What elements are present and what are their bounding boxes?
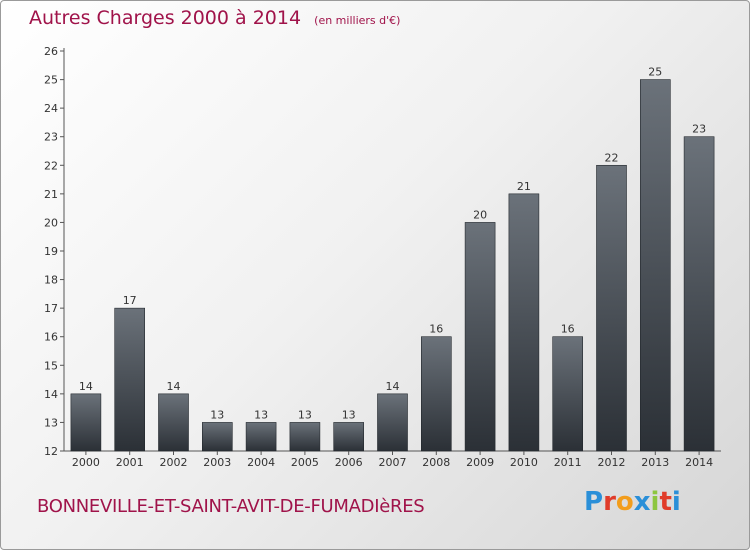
proxiti-logo: Proxiti [584,487,681,517]
data-label-2000: 14 [79,380,93,393]
y-tick-label: 22 [44,159,58,172]
logo-letter: x [633,487,651,517]
data-label-2013: 25 [648,66,662,79]
x-tick-label-2007: 2007 [379,456,407,469]
bar-2014 [683,136,715,452]
data-label-2014: 23 [692,123,706,136]
logo-letter: i [671,487,681,517]
bar-2005 [289,422,321,452]
bar-2000 [70,393,102,452]
logo-letter: o [615,487,634,517]
y-tick-label: 19 [44,245,58,258]
bar-2002 [158,393,189,452]
x-tick-label-2010: 2010 [510,456,538,469]
y-tick-label: 18 [44,274,58,287]
bar-2012 [596,164,627,452]
data-label-2007: 14 [386,380,400,393]
bar-2008 [420,336,452,452]
bar-2004 [245,422,277,452]
x-tick-label-2009: 2009 [466,456,494,469]
x-tick-label-2013: 2013 [641,456,669,469]
y-tick-label: 21 [44,188,58,201]
commune-name: BONNEVILLE-ET-SAINT-AVIT-DE-FUMADIèRES [37,496,425,517]
bar-2013 [639,79,671,452]
data-label-2009: 20 [473,208,487,221]
x-tick-label-2001: 2001 [116,456,144,469]
chart-title-main: Autres Charges 2000 à 2014 [29,7,302,29]
y-tick-label: 13 [44,416,58,429]
y-tick-label: 25 [44,74,58,87]
x-tick-label-2003: 2003 [203,456,231,469]
x-tick-label-2006: 2006 [335,456,363,469]
logo-letter: t [659,487,672,517]
x-tick-label-2014: 2014 [685,456,713,469]
data-label-2011: 16 [561,323,575,336]
y-tick-label: 14 [44,388,58,401]
x-tick-label-2005: 2005 [291,456,319,469]
y-tick-label: 16 [44,331,58,344]
bar-2001 [114,307,145,452]
bar-2007 [377,393,408,452]
bar-2009 [464,222,496,452]
x-tick-label-2000: 2000 [72,456,100,469]
data-label-2012: 22 [605,151,619,164]
data-label-2003: 13 [210,408,224,421]
y-tick-label: 17 [44,302,58,315]
y-tick-label: 26 [44,45,58,58]
bar-2010 [508,193,540,452]
data-label-2010: 21 [517,180,531,193]
y-tick-label: 15 [44,359,58,372]
chart-unit: (en milliers d'€) [314,14,401,27]
y-tick-label: 20 [44,216,58,229]
x-tick-label-2002: 2002 [160,456,188,469]
data-label-2008: 16 [429,323,443,336]
x-tick-label-2012: 2012 [598,456,626,469]
chart-title: Autres Charges 2000 à 2014 (en milliers … [29,7,400,29]
data-label-2006: 13 [342,408,356,421]
data-label-2002: 14 [167,380,181,393]
logo-letter: P [584,487,604,517]
x-tick-label-2008: 2008 [422,456,450,469]
y-tick-label: 12 [44,445,58,458]
data-label-2004: 13 [254,408,268,421]
data-label-2001: 17 [123,294,137,307]
bar-2006 [333,422,365,452]
logo-letter: i [650,487,660,517]
x-tick-label-2011: 2011 [554,456,582,469]
logo-letter: r [603,487,616,517]
data-label-2005: 13 [298,408,312,421]
bar-2003 [202,422,233,452]
bar-2011 [552,336,584,452]
x-tick-label-2004: 2004 [247,456,275,469]
y-tick-label: 24 [44,102,58,115]
y-tick-label: 23 [44,131,58,144]
